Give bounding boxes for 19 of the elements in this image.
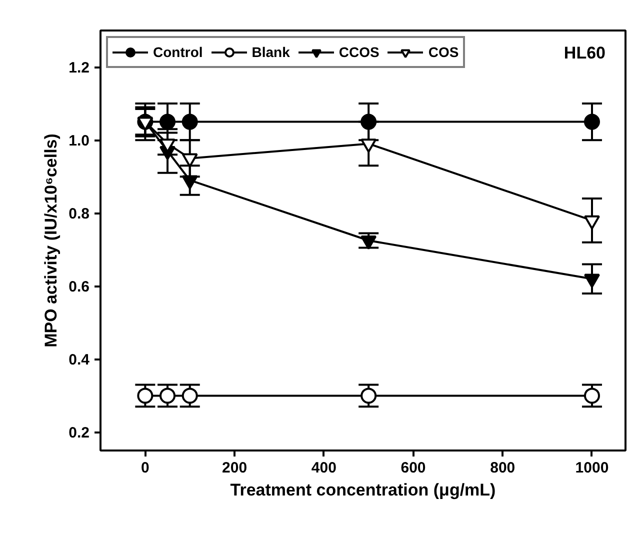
x-tick-label: 0 bbox=[141, 460, 150, 476]
y-tick-label: 0.8 bbox=[68, 206, 90, 223]
x-tick-label: 1000 bbox=[575, 460, 609, 476]
x-axis-title: Treatment concentration (μg/mL) bbox=[230, 480, 496, 500]
legend-label: COS bbox=[428, 44, 459, 60]
legend-label: CCOS bbox=[338, 44, 380, 60]
x-tick-label: 600 bbox=[400, 460, 426, 476]
y-tick-label: 1.0 bbox=[68, 132, 90, 150]
x-tick-label: 400 bbox=[311, 460, 336, 476]
y-tick-label: 0.4 bbox=[68, 352, 90, 369]
y-tick-label: 1.2 bbox=[68, 60, 90, 77]
y-tick-label: 0.6 bbox=[68, 278, 90, 296]
x-tick-label: 800 bbox=[490, 460, 516, 476]
y-axis-title: MPO activity (IU/x10⁶cells) bbox=[42, 134, 61, 348]
annotation: HL60 bbox=[564, 44, 606, 62]
legend-label: Control bbox=[153, 44, 203, 60]
y-tick-label: 0.2 bbox=[68, 424, 90, 442]
x-tick-label: 200 bbox=[222, 460, 248, 476]
legend-label: Blank bbox=[252, 44, 290, 60]
